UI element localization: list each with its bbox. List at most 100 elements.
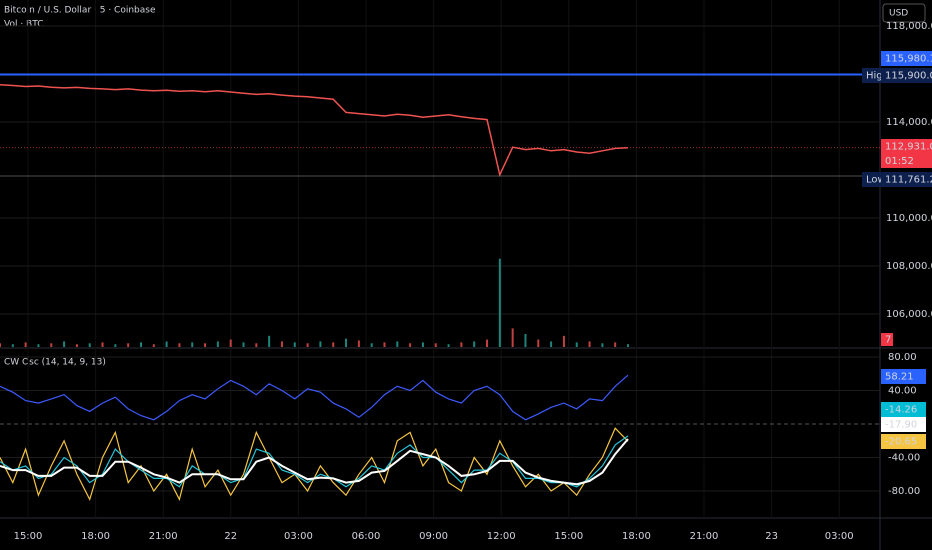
volume-bar: [550, 341, 553, 347]
tag-text: Low: [866, 175, 886, 186]
time-label: 06:00: [352, 531, 381, 542]
tag-box: [881, 172, 932, 187]
volume-bar: [24, 342, 27, 347]
tag-box: [881, 369, 926, 384]
volume-bar: [242, 342, 245, 347]
time-label: 09:00: [419, 531, 448, 542]
volume-bar: [139, 342, 142, 347]
time-label: 12:00: [487, 531, 516, 542]
tag-box: [881, 139, 932, 154]
volume-bar: [562, 335, 565, 347]
volume-bar: [357, 340, 360, 347]
volume-bar: [447, 344, 450, 347]
volume-bar: [575, 342, 578, 347]
volume-bar: [293, 342, 296, 347]
volume-bar: [614, 342, 617, 347]
tag-text: 58.21: [885, 372, 914, 383]
tag-text: -17.90: [885, 420, 917, 431]
volume-bar: [473, 341, 476, 347]
currency[interactable]: USD: [889, 9, 908, 19]
tag-text: 115,900.02: [885, 71, 932, 82]
osc-line: [0, 374, 629, 421]
time-label: 18:00: [81, 531, 110, 542]
time-label: 03:00: [284, 531, 313, 542]
price-tick-label: 106,000.00: [886, 309, 932, 320]
tag-box: [881, 417, 926, 432]
time-label: 03:00: [825, 531, 854, 542]
tag-box: [881, 434, 926, 449]
volume-bar: [178, 343, 181, 347]
time-label: 15:00: [554, 531, 583, 542]
volume-bar: [11, 344, 14, 347]
tag-text: -20.65: [885, 437, 917, 448]
tag-box: [862, 172, 881, 187]
time-label: 21:00: [690, 531, 719, 542]
volume-bar: [114, 344, 117, 347]
tag-text: 7: [885, 335, 891, 346]
volume-bar: [409, 343, 412, 347]
symbol-title: Bitcoin / U.S. Dollar · 5 · Coinbase: [4, 6, 156, 16]
tag-box: [881, 51, 932, 66]
osc-tick-label: -40.00: [888, 453, 920, 464]
volume-bar: [165, 341, 168, 347]
price-tick-label: 118,000.00: [886, 21, 932, 32]
price-tick-label: 110,000.00: [886, 213, 932, 224]
volume-bar: [319, 341, 322, 347]
volume-title: Vol · BTC: [4, 20, 43, 30]
tag-text: 112,931.00: [885, 142, 932, 153]
osc-title: CW Osc (14, 14, 9, 13): [4, 358, 106, 368]
tag-text: 01:52: [885, 156, 914, 167]
volume-bar: [421, 342, 424, 347]
tag-text: 111,761.22: [885, 175, 932, 186]
volume-bar: [601, 343, 604, 347]
volume-bar: [216, 341, 219, 347]
tag-text: High: [866, 71, 889, 82]
osc-tick-label: 40.00: [888, 386, 917, 397]
volume-bar: [280, 341, 283, 347]
volume-bar: [524, 333, 527, 347]
volume-bar: [268, 335, 271, 347]
volume-bar: [511, 328, 514, 347]
volume-bar: [537, 339, 540, 347]
time-label: 23: [765, 531, 778, 542]
volume-bar: [332, 342, 335, 347]
price-tick-label: 108,000.00: [886, 261, 932, 272]
volume-bar: [434, 343, 437, 347]
volume-bar: [191, 342, 194, 347]
volume-bar: [396, 341, 399, 347]
volume-bar: [152, 344, 155, 347]
volume-bar: [306, 343, 309, 347]
volume-bar: [498, 258, 501, 347]
volume-bar: [101, 342, 104, 347]
tag-text: 115,980.14: [885, 54, 932, 65]
volume-bar: [204, 343, 207, 347]
volume-bar: [255, 343, 258, 347]
time-label: 21:00: [149, 531, 178, 542]
volume-bar: [370, 343, 373, 347]
tag-box: [881, 333, 893, 346]
volume-bar: [50, 343, 53, 347]
volume-bar: [627, 344, 629, 347]
tag-box: [881, 68, 932, 83]
osc-line: [0, 438, 629, 486]
volume-bar: [229, 339, 232, 347]
time-label: 18:00: [622, 531, 651, 542]
osc-tick-label: -80.00: [888, 486, 920, 497]
volume-bar: [460, 342, 463, 347]
price-tick-label: 114,000.00: [886, 117, 932, 128]
volume-bar: [88, 343, 91, 347]
volume-bar: [486, 339, 489, 347]
currency-button[interactable]: [882, 3, 926, 23]
volume-bar: [127, 343, 130, 347]
volume-bar: [37, 344, 40, 347]
time-label: 22: [224, 531, 237, 542]
volume-bar: [0, 343, 1, 347]
volume-bar: [63, 341, 66, 347]
tag-text: -14.26: [885, 405, 917, 416]
volume-bar: [383, 342, 386, 347]
osc-tick-label: 80.00: [888, 352, 917, 363]
volume-bar: [588, 341, 591, 347]
